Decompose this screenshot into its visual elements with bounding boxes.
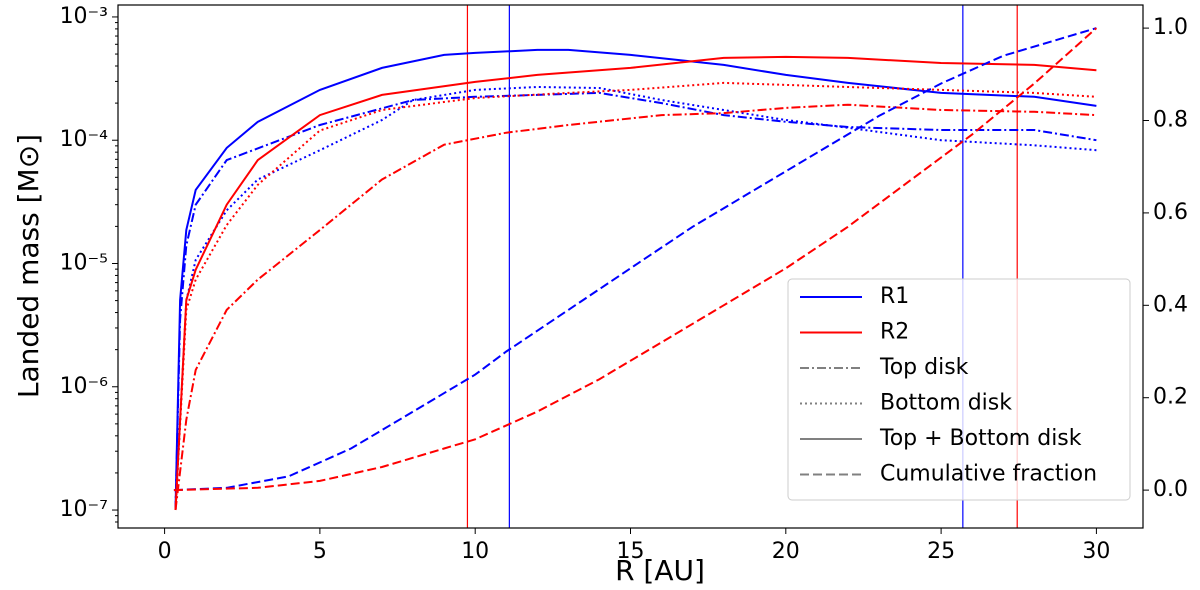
y-axis-label: Landed mass [M⊙]: [12, 134, 45, 398]
legend-label: Top disk: [879, 355, 969, 380]
y2-tick-label: 0.6: [1153, 200, 1188, 225]
series-line: [174, 103, 1097, 511]
legend-label: Cumulative fraction: [880, 462, 1097, 487]
y-tick-label: 10⁻⁵: [60, 250, 108, 275]
series-line: [173, 27, 1098, 492]
series-line: [174, 91, 1097, 511]
series-line: [173, 27, 1097, 492]
x-tick-label: 0: [158, 539, 172, 564]
y2-tick-label: 1.0: [1153, 15, 1188, 40]
x-tick-label: 15: [617, 539, 645, 564]
x-axis-label: R [AU]: [615, 554, 705, 587]
y-tick-label: 10⁻⁷: [60, 497, 108, 522]
x-tick-label: 5: [313, 539, 327, 564]
legend-label: Top + Bottom disk: [879, 426, 1082, 451]
series-line: [174, 48, 1097, 511]
y-tick-label: 10⁻⁴: [60, 127, 109, 152]
legend-label: R2: [880, 320, 909, 345]
series-line: [174, 55, 1097, 511]
y2-tick-label: 0.0: [1153, 477, 1188, 502]
x-tick-label: 25: [927, 539, 955, 564]
y2-tick-label: 0.8: [1153, 108, 1188, 133]
series-line: [174, 85, 1097, 511]
legend-box: [787, 278, 1131, 501]
y2-tick-label: 0.4: [1153, 292, 1188, 317]
y-tick-label: 10⁻⁶: [60, 374, 109, 399]
y-tick-label: 10⁻³: [60, 4, 108, 29]
plot-area: [173, 5, 1098, 528]
y2-tick-label: 0.2: [1153, 385, 1188, 410]
x-tick-label: 30: [1082, 539, 1110, 564]
x-tick-label: 20: [772, 539, 800, 564]
x-tick-label: 10: [461, 539, 489, 564]
legend-label: R1: [880, 284, 909, 309]
legend-label: Bottom disk: [880, 391, 1012, 416]
plot-frame: [117, 4, 1144, 529]
